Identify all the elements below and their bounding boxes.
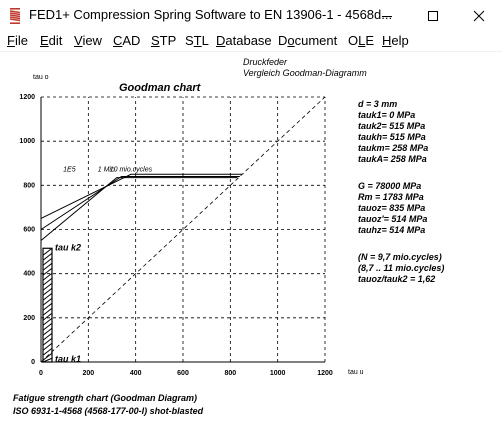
hatch-line [42,247,53,256]
hatch-line [42,257,53,266]
hatch-line [42,352,53,361]
x-tick-label: 600 [177,370,189,377]
param-cycle-range: (8,7 .. 11 mio.cycles) [358,263,445,273]
menu-help[interactable]: Help [382,33,409,48]
hatch-line [42,317,53,326]
hatch-line [42,272,53,281]
close-button[interactable] [456,0,502,31]
header-line-2: Vergleich Goodman-Diagramm [243,68,367,78]
hatch-line [42,327,53,336]
hatch-line [42,307,53,316]
hatch-line [42,357,53,363]
minimize-button[interactable] [364,0,410,31]
tau-k1-label: tau k1 [55,354,81,364]
hatch-line [42,342,53,351]
param-tauhz: tauhz= 514 MPa [358,225,426,235]
x-tick-label: 400 [130,370,142,377]
menu-document[interactable]: Document [278,33,338,48]
footer-line-2: ISO 6931-1-4568 (4568-177-00-I) shot-bla… [13,406,204,416]
drawing-canvas[interactable]: Druckfeder Vergleich Goodman-Diagramm Go… [0,52,502,420]
menu-database[interactable]: Database [216,33,272,48]
x-tick-label: 200 [82,370,94,377]
hatch-line [42,267,53,276]
header-line-1: Druckfeder [243,57,288,67]
hatch-line [42,287,53,296]
goodman-chart: Druckfeder Vergleich Goodman-Diagramm Go… [13,57,367,416]
param-tauk2: tauk2= 515 MPa [358,121,426,131]
menu-ole[interactable]: OLE [348,33,375,48]
minimize-icon [382,16,392,17]
chart-title: Goodman chart [119,82,202,94]
cycle-label: 1 Mio. [98,166,117,173]
x-axis-label: tau u [348,369,364,376]
close-icon [473,10,485,22]
param-tauk1: tauk1= 0 MPa [358,110,416,120]
menu-edit[interactable]: Edit [40,33,63,48]
menu-stp[interactable]: STP [151,33,177,48]
hatch-line [42,302,53,311]
y-tick-label: 600 [23,227,35,234]
param-tauoz: tauoz= 835 MPa [358,203,426,213]
menu-file[interactable]: File [7,33,28,48]
y-tick-label: 200 [23,315,35,322]
cycle-label: 10 mio.cycles [110,166,153,173]
hatch-line [42,252,53,261]
hatch-line [42,337,53,346]
param-cycles: (N = 9,7 mio.cycles) [358,252,442,262]
footer-line-1: Fatigue strength chart (Goodman Diagram) [13,393,197,403]
hatch-line [42,292,53,301]
param-tensile-strength: Rm = 1783 MPa [358,192,424,202]
hatch-line [42,322,53,331]
y-tick-label: 1000 [19,138,35,145]
param-taukh: taukh= 515 MPa [358,132,426,142]
series-line-1 [40,173,243,219]
hatch-line [42,282,53,291]
maximize-button[interactable] [410,0,456,31]
param-shear-modulus: G = 78000 MPa [358,181,422,191]
menu-view[interactable]: View [74,33,102,48]
x-tick-label: 800 [224,370,236,377]
y-tick-label: 800 [23,182,35,189]
x-tick-label: 1200 [317,370,333,377]
hatch-line [42,277,53,286]
series-line-3 [40,177,238,241]
window-title: FED1+ Compression Spring Software to EN … [29,7,393,22]
cycle-label: 1E5 [63,166,76,173]
param-tauka: taukA= 258 MPa [358,154,427,164]
spring-app-icon[interactable] [7,8,23,24]
title-bar: FED1+ Compression Spring Software to EN … [0,0,502,31]
tau-k2-label: tau k2 [55,242,81,252]
param-tauoz-prime: tauoz'= 514 MPa [358,214,428,224]
diagonal-line [40,96,326,363]
menu-stl[interactable]: STL [185,33,209,48]
param-wire-diameter: d = 3 mm [358,99,398,109]
param-taukm: taukm= 258 MPa [358,143,429,153]
hatch-line [42,312,53,321]
y-tick-label: 0 [31,359,35,366]
x-tick-label: 1000 [270,370,286,377]
menu-bar: File Edit View CAD STP STL Database Docu… [0,31,502,52]
y-tick-label: 400 [23,271,35,278]
series-line-2 [40,176,240,230]
hatch-line [42,347,53,356]
hatch-line [42,297,53,306]
param-ratio: tauoz/tauk2 = 1,62 [358,274,436,284]
y-tick-label: 1200 [19,94,35,101]
hatch-line [42,332,53,341]
hatch-line [42,262,53,271]
y-axis-label: tau o [33,74,49,81]
maximize-icon [428,11,438,21]
menu-cad[interactable]: CAD [113,33,141,48]
x-tick-label: 0 [39,370,43,377]
